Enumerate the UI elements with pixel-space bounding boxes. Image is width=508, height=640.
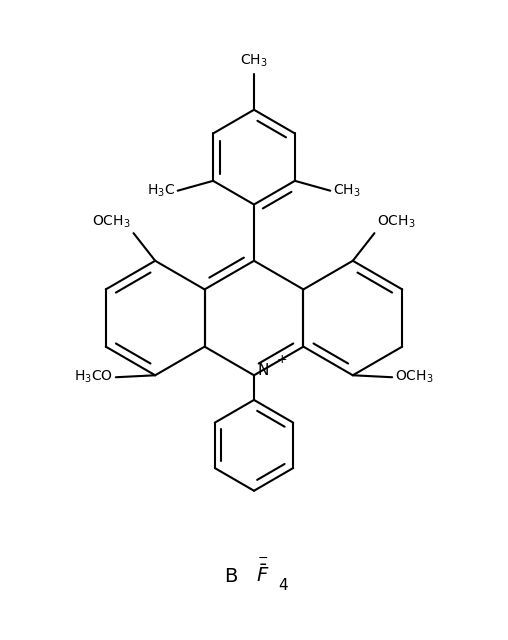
Text: OCH$_3$: OCH$_3$ xyxy=(395,369,433,385)
Text: N: N xyxy=(258,363,269,378)
Text: CH$_3$: CH$_3$ xyxy=(240,52,268,69)
Text: H$_3$CO: H$_3$CO xyxy=(74,369,113,385)
Text: B: B xyxy=(224,567,237,586)
Text: −: − xyxy=(258,552,269,565)
Text: OCH$_3$: OCH$_3$ xyxy=(377,214,416,230)
Text: $\bar{F}$: $\bar{F}$ xyxy=(257,564,270,586)
Text: +: + xyxy=(276,353,287,366)
Text: OCH$_3$: OCH$_3$ xyxy=(92,214,131,230)
Text: 4: 4 xyxy=(278,579,288,593)
Text: H$_3$C: H$_3$C xyxy=(147,182,175,199)
Text: CH$_3$: CH$_3$ xyxy=(333,182,361,199)
